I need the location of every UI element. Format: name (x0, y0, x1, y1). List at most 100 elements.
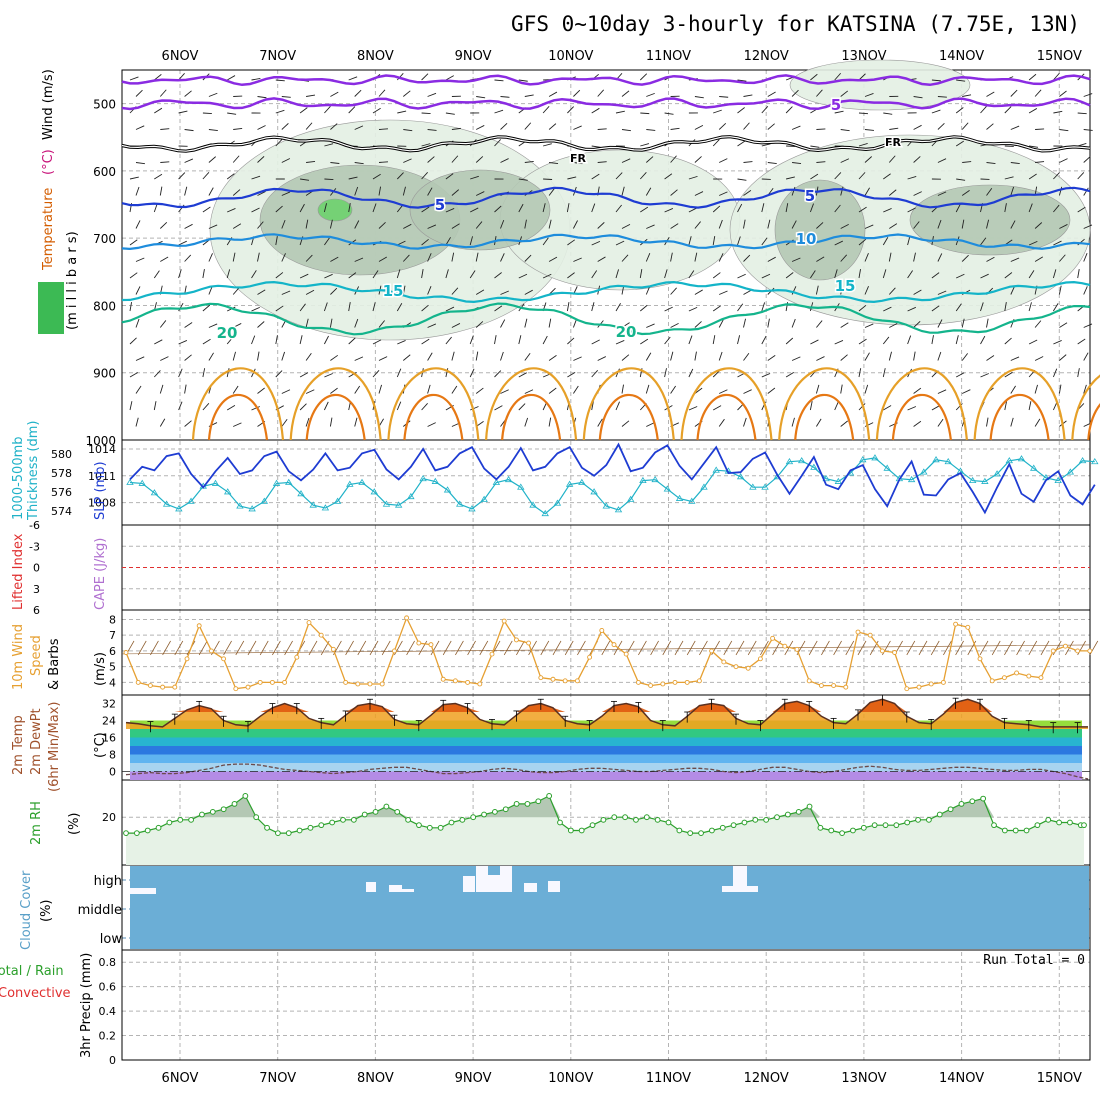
wind10-barb (369, 640, 379, 656)
wind-barb (178, 302, 184, 312)
slp-tick-label: 1014 (88, 443, 116, 456)
wind-barb (475, 221, 483, 229)
wind-barb (202, 112, 212, 114)
rh-marker (936, 811, 943, 818)
wind-barb (232, 351, 236, 361)
wind-barb (323, 401, 329, 411)
wind-barb (154, 107, 163, 114)
wind-barb (227, 208, 236, 213)
wind-barb (840, 322, 849, 328)
wind-barb (670, 252, 673, 262)
wind-barb (372, 270, 379, 279)
wind-barb (299, 335, 303, 345)
wind-barb (864, 93, 874, 97)
wind-barb (573, 356, 582, 361)
wind-barb (275, 236, 278, 246)
temp-band (130, 763, 1082, 772)
wind-barb (743, 353, 750, 361)
wind-barb (567, 239, 576, 246)
wind-barb (153, 203, 158, 213)
wind-barb (718, 418, 725, 427)
wind10-marker (953, 621, 959, 627)
wind-barb (129, 401, 133, 411)
wind-barb (402, 254, 410, 262)
thickness-marker (272, 479, 281, 486)
wind10-barb (162, 640, 171, 656)
wind-barb (816, 256, 825, 262)
mixing-layer-contour (973, 367, 1066, 441)
wind-barb (306, 160, 316, 163)
wind-barb (810, 73, 818, 81)
wind-barb (743, 318, 746, 328)
chart-title: GFS 0~10day 3-hourly for KATSINA (7.75E,… (511, 12, 1080, 36)
wind-barb (834, 269, 838, 279)
rh-marker (502, 806, 509, 813)
wind-barb (792, 162, 802, 165)
wind-barb (445, 237, 451, 246)
wind-barb (591, 339, 600, 345)
wind-barb (645, 352, 652, 361)
wind-barb (348, 302, 351, 312)
wind-barb (1059, 354, 1067, 361)
wind-barb (354, 385, 361, 394)
wind-barb (785, 106, 793, 114)
wind-barb (646, 323, 655, 328)
wind-barb (160, 256, 169, 262)
rh-marker (915, 816, 921, 823)
wind-barb (1083, 224, 1093, 229)
wind-barb (305, 219, 309, 229)
high-cloud-bar (389, 885, 402, 892)
wind-barb (962, 94, 972, 97)
wind-barb (208, 129, 218, 131)
wind-barb (640, 112, 650, 115)
wind-barb (475, 387, 484, 394)
wind-barb (931, 109, 941, 114)
wind-barb (840, 90, 849, 97)
rh-marker (372, 808, 379, 815)
ylabel-c: (°C) (93, 732, 108, 758)
wind-barb (281, 123, 289, 130)
wind-barb (986, 187, 993, 196)
wind-barb (573, 125, 582, 130)
pressure-axis-title: (m i l l i b a r s) (65, 231, 80, 330)
wind-barb (591, 107, 600, 114)
wind-barb (937, 319, 943, 328)
rh-area-high (126, 795, 1084, 818)
high-cloud-bar (524, 883, 537, 892)
wind-barb (743, 389, 752, 394)
wind-barb (427, 323, 437, 328)
wind-barb (719, 191, 728, 196)
isotherm-line (121, 280, 1091, 304)
wind-barb (372, 370, 380, 378)
date-label-bottom: 7NOV (259, 1071, 296, 1086)
rh-marker (220, 806, 227, 813)
wind-barb (451, 252, 455, 262)
temp-band (130, 737, 1082, 746)
wind-barb (1034, 418, 1041, 427)
wind-barb (129, 76, 139, 81)
wind10-marker (721, 659, 727, 665)
wind-barb (329, 219, 333, 229)
wind-barb (469, 270, 476, 279)
wind-barb (396, 401, 402, 411)
thickness-marker (578, 478, 586, 485)
mixing-layer-contour (387, 367, 480, 441)
rh-marker (633, 816, 639, 823)
wind-barb (1004, 203, 1007, 213)
wind-barb (1010, 186, 1015, 196)
wind-barb (1059, 322, 1068, 328)
wind-barb (348, 106, 356, 114)
wind10-barb (540, 640, 550, 656)
wind-barb (1004, 337, 1012, 345)
wind-barb (402, 285, 406, 295)
wind-barb (1004, 272, 1013, 279)
wind-barb (664, 208, 674, 213)
thickness-marker (1091, 457, 1099, 465)
wind-barb (178, 368, 183, 378)
thickness-marker (382, 500, 391, 507)
wind-barb (135, 220, 141, 229)
rh-marker (611, 814, 618, 821)
thickness-tick-label: 576 (51, 486, 72, 499)
wind-barb (475, 156, 484, 163)
thickness-tick-label: 574 (51, 505, 72, 518)
